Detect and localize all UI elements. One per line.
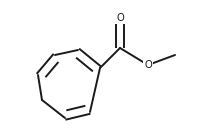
Text: O: O: [144, 60, 152, 70]
Text: O: O: [116, 13, 124, 23]
